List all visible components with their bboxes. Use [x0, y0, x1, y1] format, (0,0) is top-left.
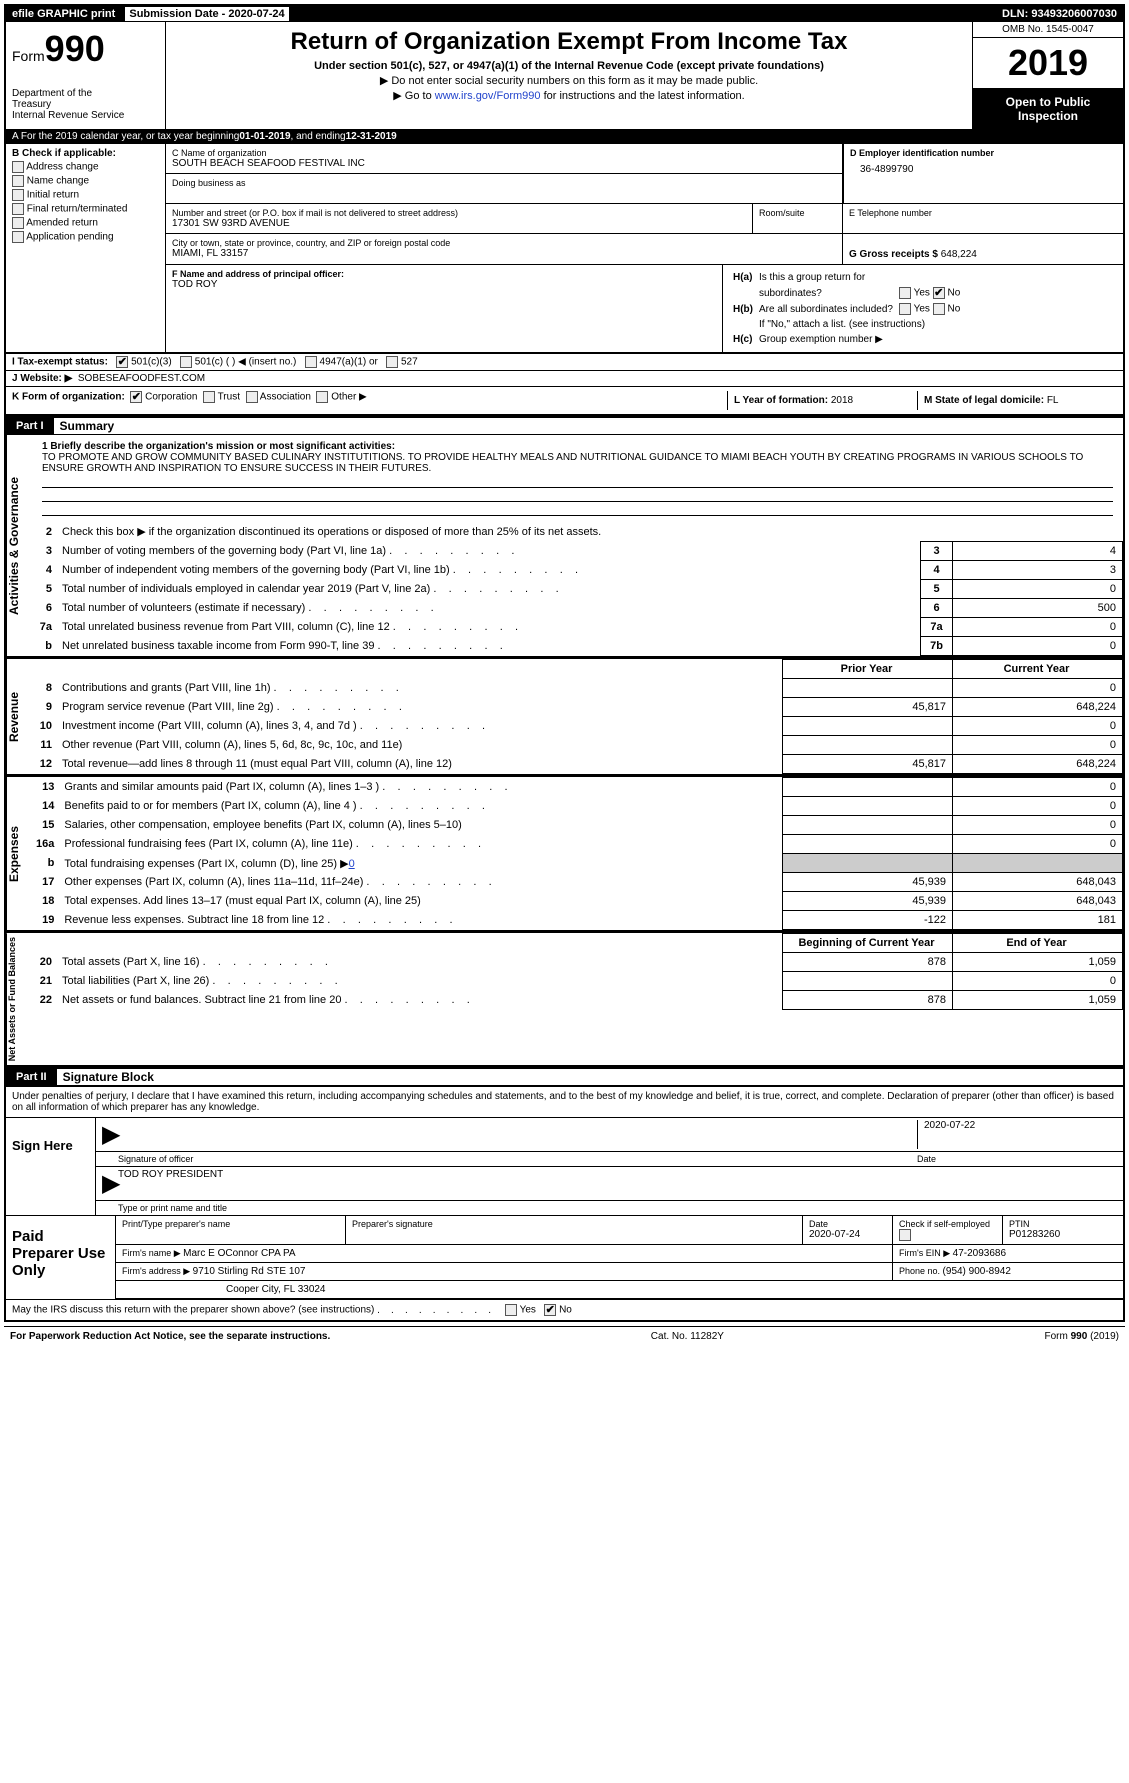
chk-final[interactable]	[12, 203, 24, 215]
efile-label: efile GRAPHIC print	[12, 8, 115, 20]
row-j: J Website: ▶ SOBESEAFOODFEST.COM	[6, 370, 1123, 386]
row-k: K Form of organization: ✔ Corporation Tr…	[6, 386, 1123, 416]
form-title-block: Return of Organization Exempt From Incom…	[166, 22, 973, 129]
chk-initial[interactable]	[12, 189, 24, 201]
chk-pending[interactable]	[12, 231, 24, 243]
revenue: Revenue Prior YearCurrent Year 8Contribu…	[6, 658, 1123, 776]
chk-amended[interactable]	[12, 217, 24, 229]
arrow-icon: ▶	[102, 1169, 118, 1198]
arrow-icon: ▶	[102, 1120, 118, 1149]
irs-link[interactable]: www.irs.gov/Form990	[435, 90, 541, 102]
form-id: Form990 Department of the Treasury Inter…	[6, 22, 166, 129]
part-i-bar: Part I Summary	[6, 416, 1123, 434]
topbar: efile GRAPHIC print Submission Date - 20…	[6, 6, 1123, 22]
row-i: I Tax-exempt status: ✔ 501(c)(3) 501(c) …	[6, 353, 1123, 370]
form-990-page: efile GRAPHIC print Submission Date - 20…	[4, 4, 1125, 1322]
activities-governance: Activities & Governance 1 Briefly descri…	[6, 434, 1123, 658]
chk-address[interactable]	[12, 161, 24, 173]
signature-block: Under penalties of perjury, I declare th…	[6, 1085, 1123, 1320]
chk-name[interactable]	[12, 175, 24, 187]
form-title: Return of Organization Exempt From Incom…	[178, 28, 960, 56]
col-c-d-e: C Name of organizationSOUTH BEACH SEAFOO…	[166, 144, 1123, 352]
form-year-block: OMB No. 1545-0047 2019 Open to Public In…	[973, 22, 1123, 129]
col-b: B Check if applicable: Address change Na…	[6, 144, 166, 352]
expenses: Expenses 13Grants and similar amounts pa…	[6, 776, 1123, 932]
part-ii-bar: Part II Signature Block	[6, 1067, 1123, 1085]
net-assets: Net Assets or Fund Balances Beginning of…	[6, 932, 1123, 1067]
section-b-c: B Check if applicable: Address change Na…	[6, 144, 1123, 353]
line-a: A For the 2019 calendar year, or tax yea…	[6, 129, 1123, 144]
header: Form990 Department of the Treasury Inter…	[6, 22, 1123, 129]
